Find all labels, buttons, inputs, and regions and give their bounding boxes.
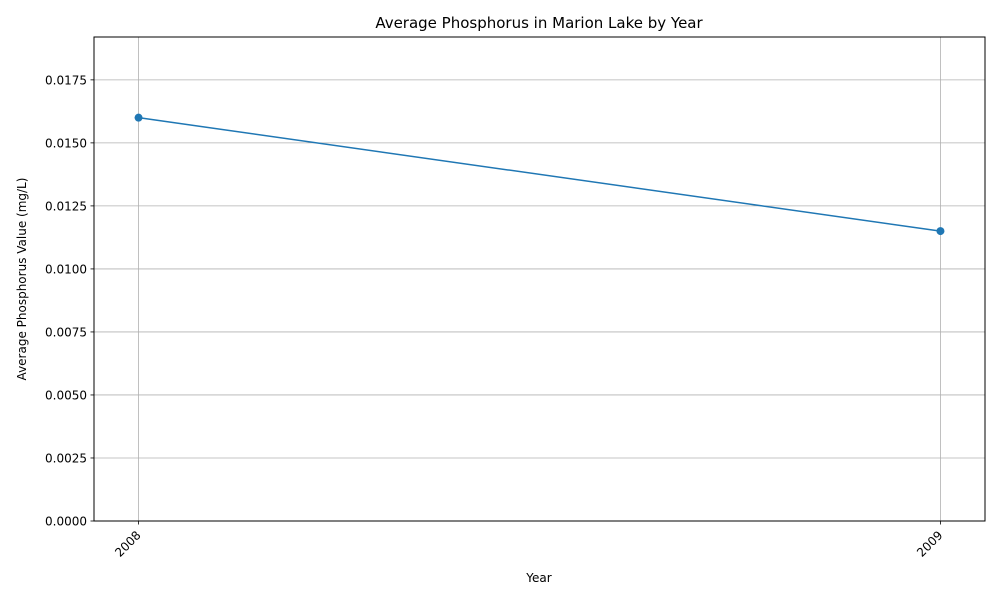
y-tick-label: 0.0075	[45, 325, 87, 339]
data-series	[134, 113, 945, 236]
x-axis-label: Year	[525, 571, 551, 585]
grid-lines	[94, 37, 985, 522]
y-tick-label: 0.0050	[45, 388, 87, 402]
y-tick-label: 0.0125	[45, 199, 87, 213]
y-tick-label: 0.0100	[45, 262, 87, 276]
y-tick-label: 0.0150	[45, 136, 87, 150]
y-axis-label: Average Phosphorus Value (mg/L)	[15, 178, 29, 381]
y-tick-label: 0.0025	[45, 451, 87, 465]
series-line	[138, 116, 941, 232]
y-axis-ticks: 0.0000 0.0025 0.0050 0.0075 0.0100 0.0125 0.01…	[45, 73, 94, 529]
plot-frame	[93, 36, 986, 522]
y-tick-label: 0.0175	[45, 73, 87, 87]
data-point	[134, 113, 143, 122]
chart-title: Average Phosphorus in Marion Lake by Yea…	[375, 14, 703, 32]
data-point	[936, 227, 945, 236]
y-tick-label: 0.0000	[45, 515, 87, 529]
